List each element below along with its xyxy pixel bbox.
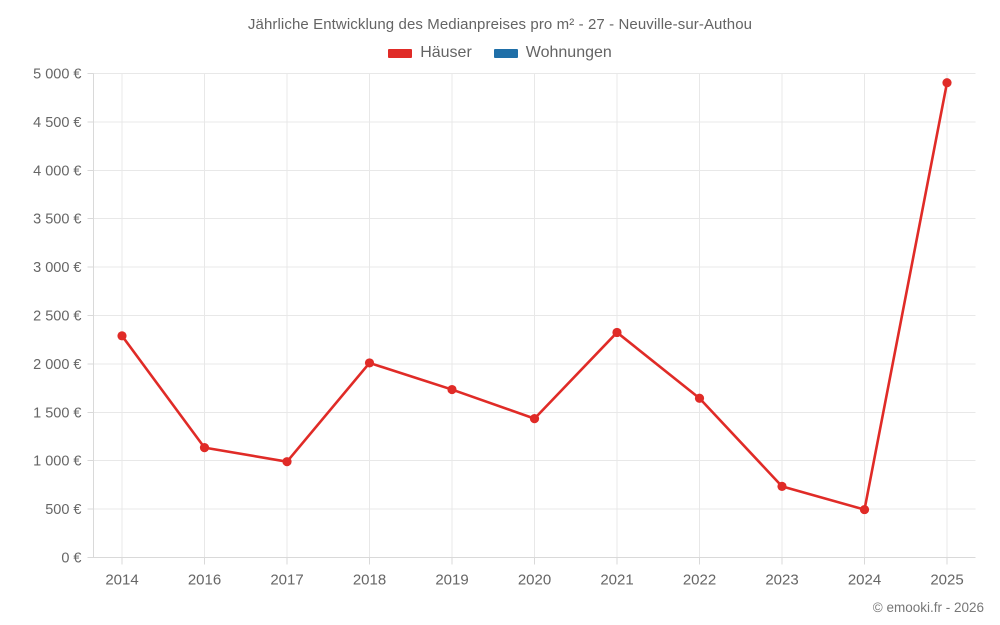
y-axis-tick-label: 1 000 €: [33, 454, 81, 470]
x-axis-tick-label: 2022: [683, 572, 716, 589]
y-axis-tick-label: 2 000 €: [33, 357, 81, 373]
data-point[interactable]: [364, 358, 375, 368]
chart-legend: Häuser Wohnungen: [0, 44, 1000, 62]
x-axis-tick-label: 2020: [518, 572, 551, 589]
data-point[interactable]: [282, 457, 292, 467]
y-axis-tick-label: 5 000 €: [33, 67, 81, 83]
x-axis-tick-label: 2018: [353, 572, 386, 589]
y-axis-tick-label: 3 000 €: [33, 260, 81, 276]
chart-title: Jährliche Entwicklung des Medianpreises …: [247, 16, 753, 33]
y-axis-tick-label: 4 500 €: [33, 115, 81, 131]
data-point[interactable]: [942, 78, 952, 88]
x-axis-tick-label: 2019: [435, 572, 468, 589]
data-point[interactable]: [777, 481, 787, 491]
data-point[interactable]: [199, 443, 210, 453]
x-axis-tick-label: 2024: [848, 572, 881, 589]
legend-label-hauser: Häuser: [420, 44, 472, 61]
legend-swatch-hauser: [388, 48, 413, 58]
x-axis-tick-label: 2025: [930, 572, 963, 589]
copyright-credit: © emooki.fr - 2026: [872, 600, 984, 615]
y-axis-tick-label: 0 €: [61, 551, 81, 567]
data-point[interactable]: [694, 393, 705, 403]
data-point[interactable]: [859, 504, 870, 515]
data-point[interactable]: [117, 331, 127, 341]
y-axis-tick-label: 2 500 €: [33, 309, 81, 325]
y-axis-tick-label: 3 500 €: [33, 212, 81, 228]
legend-swatch-wohnungen: [493, 48, 518, 58]
y-axis-tick-label: 4 000 €: [33, 163, 81, 179]
legend-label-wohnungen: Wohnungen: [525, 44, 612, 61]
y-axis-tick-label: 500 €: [45, 502, 81, 518]
legend-item-hauser[interactable]: Häuser: [388, 44, 472, 62]
x-axis-tick-label: 2014: [105, 572, 138, 589]
data-point[interactable]: [529, 413, 540, 424]
x-axis-tick-label: 2023: [765, 572, 798, 589]
legend-item-wohnungen[interactable]: Wohnungen: [493, 44, 612, 62]
x-axis-tick-label: 2021: [600, 572, 633, 589]
data-point[interactable]: [447, 384, 457, 395]
x-axis-tick-label: 2017: [270, 572, 303, 589]
y-axis-tick-label: 1 500 €: [33, 405, 81, 421]
data-point[interactable]: [612, 327, 622, 338]
x-axis-tick-label: 2016: [188, 572, 221, 589]
